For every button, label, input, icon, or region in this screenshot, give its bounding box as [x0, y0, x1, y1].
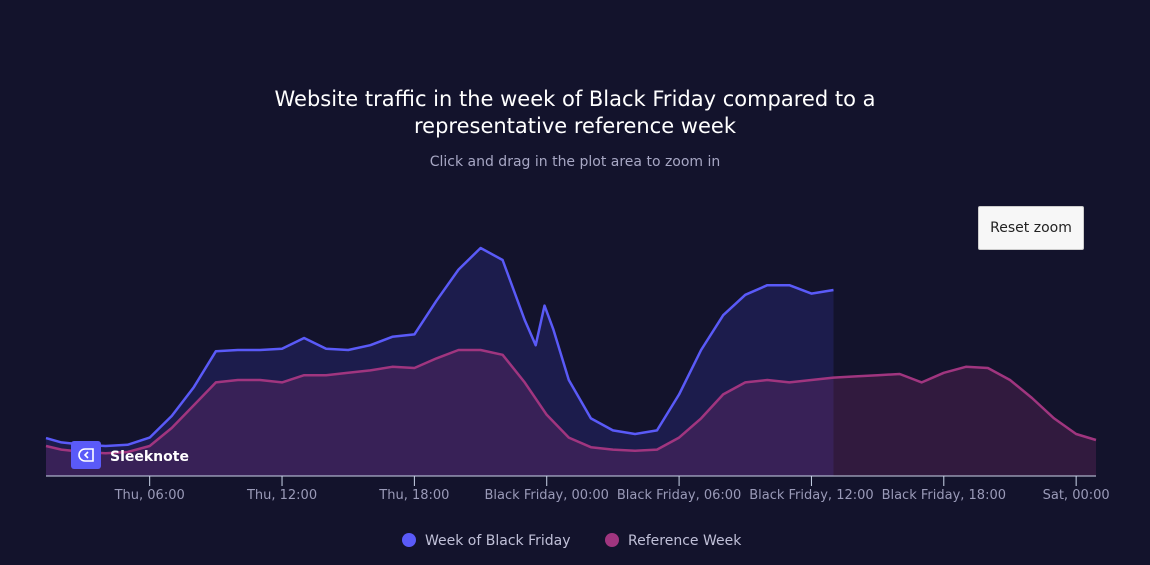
- series-line: [45, 246, 834, 448]
- x-tick-label: Black Friday, 12:00: [749, 488, 873, 503]
- x-tick-label: Black Friday, 18:00: [882, 488, 1006, 503]
- area-fill: [46, 248, 834, 476]
- reset-zoom-button[interactable]: Reset zoom: [978, 206, 1084, 250]
- x-tick-label: Thu, 18:00: [378, 488, 449, 503]
- x-tick-label: Thu, 12:00: [246, 488, 317, 503]
- legend-marker[interactable]: [402, 533, 416, 547]
- area-fill: [46, 350, 1096, 476]
- x-tick-label: Sat, 00:00: [1043, 488, 1110, 503]
- logo-text: Sleeknote: [110, 449, 189, 465]
- x-tick-label: Black Friday, 00:00: [485, 488, 609, 503]
- x-tick-label: Black Friday, 06:00: [617, 488, 741, 503]
- legend-marker[interactable]: [605, 533, 619, 547]
- x-tick-label: Thu, 06:00: [114, 488, 185, 503]
- chart-title: Website traffic in the week of Black Fri…: [274, 87, 876, 138]
- chart-subtitle: Click and drag in the plot area to zoom …: [429, 154, 721, 170]
- logo-glyph: [78, 448, 94, 462]
- plot-area: [45, 246, 1097, 476]
- legend-label[interactable]: Week of Black Friday: [425, 533, 571, 549]
- series-line: [45, 348, 1097, 455]
- legend-label[interactable]: Reference Week: [628, 533, 742, 549]
